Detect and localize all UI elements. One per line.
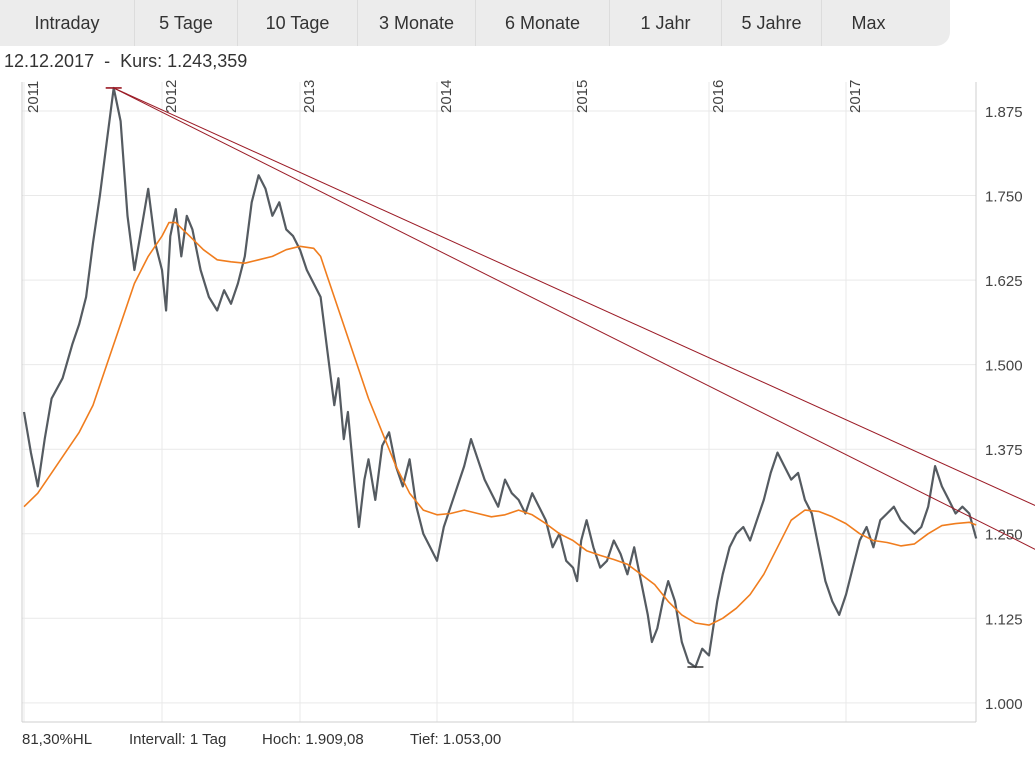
x-tick-label: 2017 (847, 80, 864, 113)
x-tick-label: 2015 (574, 80, 591, 113)
tab-5-tage[interactable]: 5 Tage (135, 0, 238, 46)
high-value: Hoch: 1.909,08 (262, 731, 364, 748)
kurs-label: Kurs: (120, 51, 163, 71)
trendline (113, 87, 1035, 506)
x-tick-label: 2011 (25, 81, 42, 113)
x-tick-label: 2013 (301, 80, 318, 113)
price-header: 12.12.2017 - Kurs: 1.243,359 (4, 51, 247, 72)
low-value: Tief: 1.053,00 (410, 731, 502, 748)
tab-3-monate[interactable]: 3 Monate (358, 0, 476, 46)
tab-intraday[interactable]: Intraday (0, 0, 135, 46)
x-tick-label: 2014 (438, 80, 455, 113)
tab-10-tage[interactable]: 10 Tage (238, 0, 358, 46)
y-tick-label: 1.000 (985, 696, 1023, 713)
y-tick-label: 1.750 (985, 189, 1023, 206)
chart-footer: 81,30%HL Intervall: 1 Tag Hoch: 1.909,08… (0, 731, 1035, 751)
x-tick-label: 2012 (163, 80, 180, 113)
y-tick-label: 1.625 (985, 273, 1023, 290)
tab-1-jahr[interactable]: 1 Jahr (610, 0, 722, 46)
tab-6-monate[interactable]: 6 Monate (476, 0, 610, 46)
trendline (113, 87, 1035, 550)
x-tick-label: 2016 (710, 80, 727, 113)
y-tick-label: 1.875 (985, 104, 1023, 121)
interval-label: Intervall: 1 Tag (129, 731, 227, 748)
y-tick-label: 1.375 (985, 442, 1023, 459)
y-tick-label: 1.125 (985, 611, 1023, 628)
price-date: 12.12.2017 (4, 51, 95, 71)
price-separator: - (104, 51, 111, 71)
y-tick-label: 1.250 (985, 527, 1023, 544)
moving-average-line (23, 221, 977, 626)
y-tick-label: 1.500 (985, 358, 1023, 375)
price-line (22, 86, 978, 669)
kurs-value: 1.243,359 (167, 51, 248, 71)
hl-percentage: 81,30%HL (22, 731, 93, 748)
range-tab-bar: Intraday 5 Tage 10 Tage 3 Monate 6 Monate 1 J… (0, 0, 950, 46)
tab-5-jahre[interactable]: 5 Jahre (722, 0, 822, 46)
tab-max[interactable]: Max (851, 13, 886, 33)
